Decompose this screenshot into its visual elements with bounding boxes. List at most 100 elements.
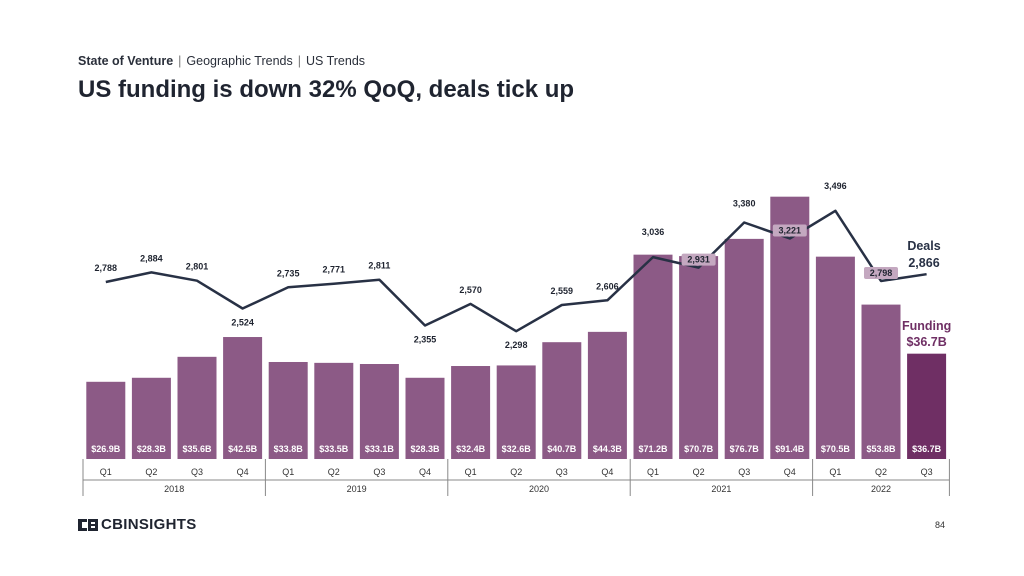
funding-value-label: $33.5B [319, 444, 349, 454]
x-tick-label: Q1 [100, 467, 112, 477]
funding-value-label: $28.3B [137, 444, 167, 454]
funding-value-label: $42.5B [228, 444, 258, 454]
deals-value-label: 2,931 [687, 255, 710, 265]
x-tick-label: Q2 [328, 467, 340, 477]
funding-value-label: $71.2B [638, 444, 668, 454]
deals-value-label: 2,355 [414, 335, 437, 345]
funding-bar [542, 342, 582, 459]
funding-value-label: $26.9B [91, 444, 121, 454]
deals-value-label: 2,788 [95, 263, 118, 273]
x-tick-label: Q4 [601, 467, 613, 477]
x-tick-label: Q1 [282, 467, 294, 477]
funding-bar [633, 254, 673, 459]
x-tick-label: Q1 [465, 467, 477, 477]
funding-bar [223, 337, 263, 459]
x-tick-label: Q3 [921, 467, 933, 477]
cb-insights-logo: CBINSIGHTS [78, 516, 197, 533]
x-tick-label: Q2 [875, 467, 887, 477]
deals-value-label: 3,380 [733, 199, 756, 209]
deals-value-label: 3,036 [642, 227, 665, 237]
x-year-label: 2021 [711, 484, 731, 494]
axis-layer: Q1 Q2 Q3 Q4 Q1 Q2 Q3 Q4 Q1 Q2 Q3 Q4 Q1 Q2 Q3 Q4 Q1 Q2 Q3 20… [82, 459, 950, 496]
deals-value-label: 2,771 [323, 265, 346, 275]
breadcrumb-separator: | [178, 54, 182, 68]
funding-callout-name: Funding [902, 319, 951, 333]
x-tick-label: Q1 [647, 467, 659, 477]
funding-value-label: $44.3B [593, 444, 623, 454]
x-year-label: 2019 [347, 484, 367, 494]
funding-bar [587, 331, 627, 459]
funding-value-label: $53.8B [866, 444, 896, 454]
breadcrumb-separator: | [297, 54, 301, 68]
cb-insights-logo-mark [78, 518, 98, 531]
x-tick-label: Q3 [738, 467, 750, 477]
breadcrumb-subsection: Geographic Trends [186, 54, 293, 68]
funding-bar [131, 377, 171, 459]
page-title: US funding is down 32% QoQ, deals tick u… [78, 76, 575, 103]
breadcrumb: State of Venture | Geographic Trends | US Tr… [78, 54, 365, 68]
x-tick-label: Q3 [191, 467, 203, 477]
funding-value-label: $36.7B [912, 444, 942, 454]
funding-bar [314, 362, 354, 459]
deals-value-label: 2,735 [277, 268, 300, 278]
funding-value-label: $70.5B [821, 444, 851, 454]
breadcrumb-section: State of Venture [78, 54, 174, 68]
deals-label-pill [772, 224, 807, 237]
deals-value-label: 2,524 [231, 318, 254, 328]
deals-line [105, 209, 927, 333]
deals-label-pill [864, 266, 898, 279]
funding-bar [496, 365, 536, 459]
funding-bar [907, 353, 947, 459]
funding-bar [451, 366, 491, 459]
funding-value-label: $91.4B [775, 444, 805, 454]
funding-bar [86, 381, 126, 459]
x-tick-label: Q4 [784, 467, 796, 477]
x-tick-label: Q4 [237, 467, 249, 477]
x-tick-label: Q4 [419, 467, 431, 477]
funding-bar [405, 377, 445, 459]
funding-value-label: $28.3B [410, 444, 440, 454]
deals-label-pill [681, 253, 716, 266]
callout-layer: Deals 2,866 Funding $36.7B [902, 239, 951, 349]
logo-text: CBINSIGHTS [101, 516, 197, 533]
deals-value-label: 2,884 [140, 253, 163, 263]
deals-value-label: 2,801 [186, 262, 209, 272]
funding-bar [268, 361, 308, 459]
funding-bar [679, 256, 719, 459]
x-year-label: 2020 [529, 484, 549, 494]
deals-value-label: 2,298 [505, 340, 528, 350]
deals-value-label: 3,221 [779, 225, 802, 235]
bars-layer: $26.9B $28.3B $35.6B $42.5B $33.8B $33.5B $33.… [86, 196, 947, 459]
funding-value-label: $76.7B [730, 444, 760, 454]
funding-bar [724, 238, 764, 459]
funding-value-label: $40.7B [547, 444, 577, 454]
deals-value-label: 2,798 [870, 268, 893, 278]
funding-value-label: $33.8B [274, 444, 304, 454]
funding-bar [861, 304, 901, 459]
x-tick-label: Q3 [556, 467, 568, 477]
funding-bar [815, 256, 855, 459]
funding-bar [359, 364, 399, 459]
x-tick-label: Q1 [829, 467, 841, 477]
x-year-label: 2018 [164, 484, 184, 494]
funding-bar [177, 356, 217, 459]
breadcrumb-topic: US Trends [305, 54, 366, 68]
page-number: 84 [935, 520, 946, 530]
deals-callout-value: 2,866 [908, 256, 939, 270]
x-tick-label: Q3 [373, 467, 385, 477]
line-layer: 2,788 2,884 2,801 2,524 2,735 2,771 2,811 2,355… [95, 181, 927, 350]
deals-value-label: 2,570 [459, 285, 482, 295]
funding-value-label: $35.6B [182, 444, 212, 454]
x-tick-label: Q2 [693, 467, 705, 477]
funding-value-label: $70.7B [684, 444, 714, 454]
x-year-label: 2022 [871, 484, 891, 494]
funding-value-label: $32.6B [502, 444, 532, 454]
deals-callout-name: Deals [907, 239, 940, 253]
x-tick-label: Q2 [510, 467, 522, 477]
funding-value-label: $32.4B [456, 444, 486, 454]
deals-value-label: 3,496 [824, 181, 847, 191]
funding-bar [770, 196, 810, 459]
funding-callout-value: $36.7B [906, 335, 946, 349]
deals-value-label: 2,811 [368, 261, 390, 271]
